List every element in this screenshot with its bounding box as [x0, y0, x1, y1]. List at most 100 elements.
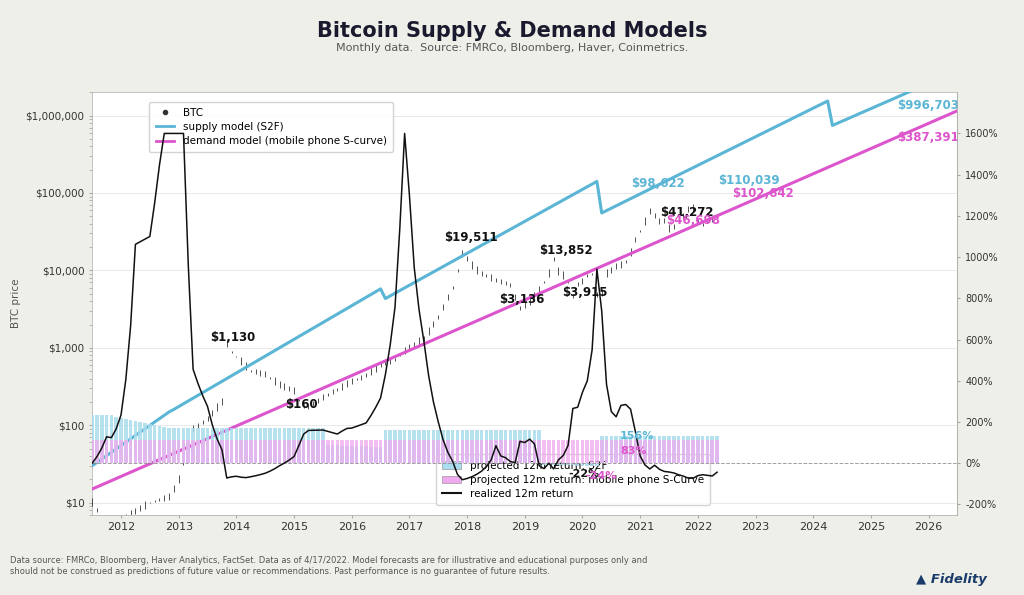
Bar: [95, 415, 98, 463]
Bar: [600, 440, 603, 463]
Bar: [523, 440, 526, 463]
Bar: [479, 430, 483, 463]
Bar: [552, 463, 555, 465]
Bar: [557, 440, 560, 463]
Bar: [543, 463, 546, 465]
Bar: [441, 440, 444, 463]
Bar: [686, 436, 690, 463]
Bar: [489, 430, 493, 463]
Bar: [677, 436, 680, 463]
Bar: [297, 428, 301, 463]
Bar: [370, 446, 373, 463]
Bar: [153, 425, 157, 463]
Bar: [302, 428, 305, 463]
Bar: [663, 440, 666, 463]
Bar: [374, 447, 378, 463]
Bar: [427, 440, 430, 463]
Bar: [509, 430, 512, 463]
Bar: [523, 430, 526, 463]
Bar: [220, 440, 224, 463]
Text: Data source: FMRCo, Bloomberg, Haver Analytics, FactSet. Data as of 4/17/2022. M: Data source: FMRCo, Bloomberg, Haver Ana…: [10, 556, 647, 576]
Bar: [138, 422, 142, 463]
Bar: [691, 440, 695, 463]
Bar: [119, 440, 123, 463]
Bar: [614, 440, 617, 463]
Bar: [609, 440, 613, 463]
Bar: [652, 440, 656, 463]
Text: -22%: -22%: [568, 469, 599, 480]
Bar: [167, 428, 171, 463]
Bar: [379, 447, 382, 463]
Bar: [682, 436, 685, 463]
Bar: [566, 440, 570, 463]
Bar: [620, 440, 623, 463]
Bar: [384, 440, 387, 463]
Bar: [143, 423, 146, 463]
Bar: [124, 440, 128, 463]
Bar: [90, 415, 94, 463]
Bar: [191, 440, 195, 463]
Bar: [657, 440, 662, 463]
Bar: [638, 440, 642, 463]
Bar: [648, 436, 651, 463]
Text: 156%: 156%: [620, 431, 654, 441]
Bar: [359, 446, 364, 463]
Bar: [575, 440, 580, 463]
Bar: [499, 440, 503, 463]
Bar: [288, 440, 291, 463]
Bar: [643, 440, 647, 463]
Bar: [158, 440, 161, 463]
Bar: [336, 440, 339, 463]
Bar: [581, 463, 585, 466]
Bar: [90, 440, 94, 463]
Bar: [408, 440, 412, 463]
Bar: [340, 440, 344, 463]
Bar: [316, 428, 319, 463]
Bar: [547, 463, 551, 465]
Bar: [95, 440, 98, 463]
Bar: [495, 430, 498, 463]
Bar: [413, 430, 416, 463]
Bar: [668, 436, 671, 463]
Bar: [388, 440, 392, 463]
Bar: [451, 440, 455, 463]
Bar: [475, 430, 478, 463]
Bar: [234, 428, 239, 463]
Bar: [402, 430, 407, 463]
Text: 83%: 83%: [620, 446, 646, 456]
Bar: [229, 440, 233, 463]
Bar: [379, 440, 382, 463]
Bar: [504, 430, 507, 463]
Bar: [398, 430, 401, 463]
Bar: [322, 428, 325, 463]
Text: -24%: -24%: [586, 471, 616, 481]
Bar: [620, 436, 623, 463]
Bar: [354, 440, 358, 463]
Text: $102,642: $102,642: [732, 187, 795, 201]
Bar: [475, 440, 478, 463]
Bar: [590, 463, 594, 466]
Bar: [331, 440, 334, 463]
Bar: [240, 428, 243, 463]
Bar: [129, 420, 132, 463]
Bar: [470, 430, 474, 463]
Bar: [417, 440, 421, 463]
Bar: [201, 428, 205, 463]
Bar: [177, 428, 180, 463]
Text: ▲ Fidelity: ▲ Fidelity: [916, 573, 987, 586]
Bar: [629, 436, 633, 463]
Bar: [634, 436, 637, 463]
Text: $110,039: $110,039: [718, 174, 779, 187]
Bar: [336, 446, 339, 463]
Bar: [638, 436, 642, 463]
Bar: [374, 440, 378, 463]
Bar: [716, 436, 719, 463]
Bar: [288, 428, 291, 463]
Bar: [234, 440, 239, 463]
Bar: [278, 428, 282, 463]
Bar: [263, 428, 267, 463]
Bar: [432, 440, 435, 463]
Bar: [197, 440, 200, 463]
Bar: [249, 440, 253, 463]
Text: $1,130: $1,130: [210, 331, 256, 344]
